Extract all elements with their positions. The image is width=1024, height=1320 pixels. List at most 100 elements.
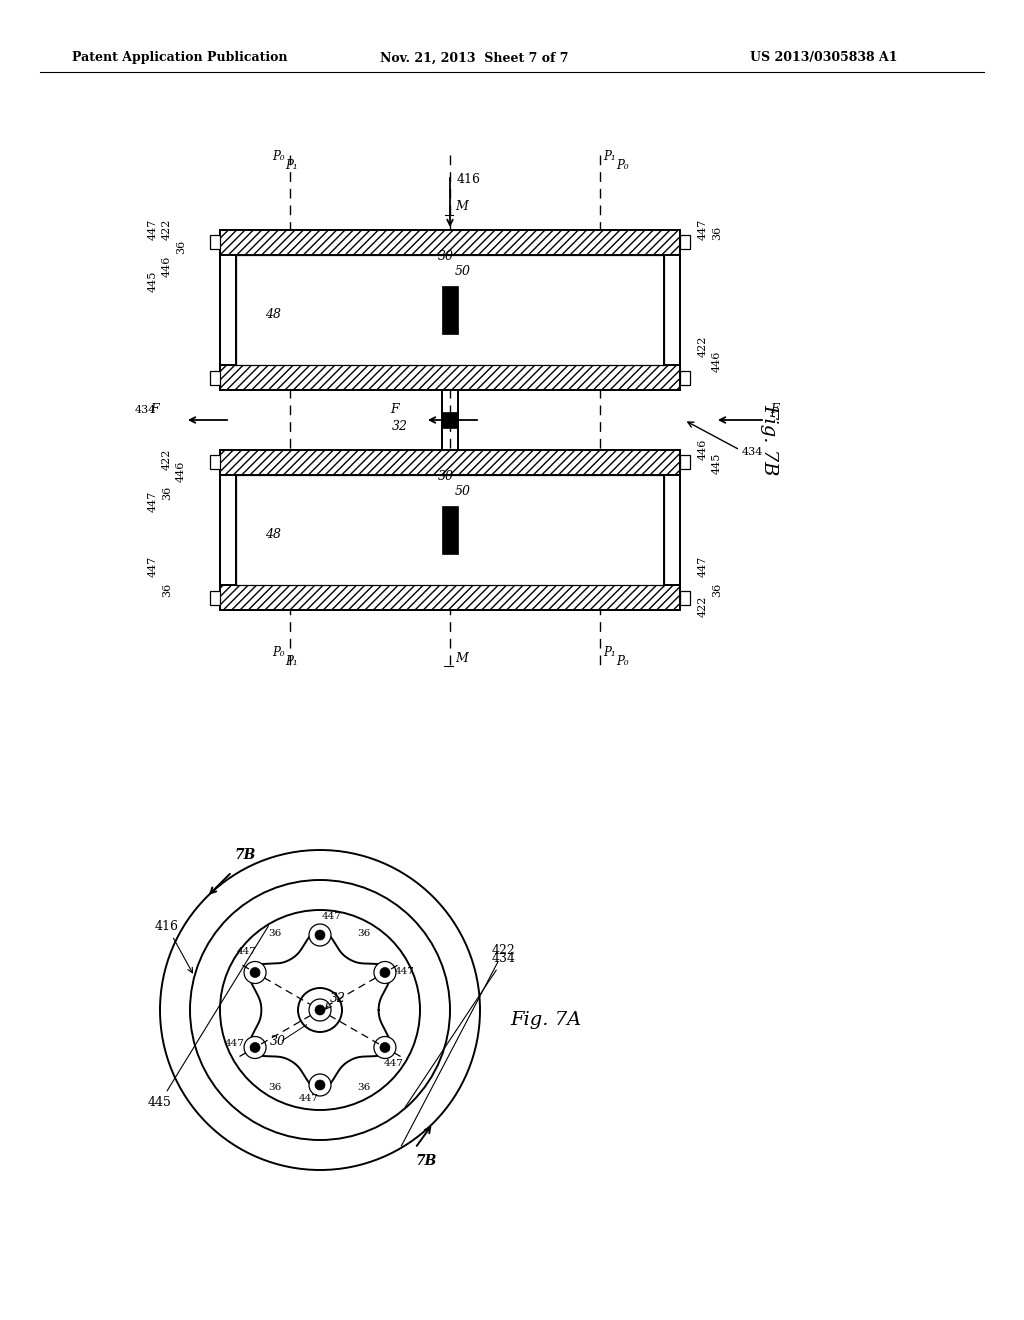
Bar [664,475,680,585]
Bar [220,450,680,475]
Bar [236,255,664,366]
Text: 30: 30 [438,249,454,263]
Circle shape [374,1036,396,1059]
Circle shape [250,1043,260,1052]
Text: 446: 446 [176,461,186,482]
Ellipse shape [190,880,450,1140]
Text: P₁: P₁ [285,158,298,172]
Circle shape [380,968,390,978]
Circle shape [315,1080,325,1090]
Circle shape [298,987,342,1032]
Text: 447: 447 [698,219,708,240]
Circle shape [315,931,325,940]
Text: 447: 447 [698,556,708,577]
Text: 30: 30 [270,1035,286,1048]
Ellipse shape [160,850,480,1170]
Text: 7B: 7B [415,1154,436,1168]
Text: 7B: 7B [234,847,256,862]
Bar [680,591,690,605]
Text: 422: 422 [401,944,516,1146]
Ellipse shape [220,909,420,1110]
Text: 48: 48 [265,308,281,321]
Text: 36: 36 [176,240,186,253]
Text: 447: 447 [299,1094,318,1104]
Bar [210,371,220,385]
Text: 36: 36 [162,582,172,597]
Text: P₁: P₁ [603,645,615,659]
Circle shape [309,999,331,1020]
Text: 422: 422 [162,449,172,470]
Text: 447: 447 [395,968,415,977]
Text: US 2013/0305838 A1: US 2013/0305838 A1 [750,51,897,65]
Text: 422: 422 [162,219,172,240]
Text: 32: 32 [330,993,346,1005]
Text: P₀: P₀ [616,158,629,172]
Text: F: F [390,403,398,416]
Text: 446: 446 [162,256,172,277]
Text: 447: 447 [237,948,256,957]
Bar [210,235,220,249]
Text: 447: 447 [148,219,158,240]
Circle shape [250,968,260,978]
Text: 50: 50 [455,265,471,279]
Circle shape [244,1036,266,1059]
Text: P₀: P₀ [272,645,285,659]
Text: F: F [150,403,159,416]
Circle shape [315,1005,325,1015]
Text: 447: 447 [383,1059,403,1068]
Text: 36: 36 [268,929,282,939]
Text: F: F [770,403,778,416]
Text: 447: 447 [148,491,158,512]
Text: 422: 422 [698,335,708,356]
Text: 434: 434 [135,405,157,414]
Circle shape [309,1074,331,1096]
Bar [442,506,458,554]
Text: 447: 447 [225,1039,245,1048]
Text: 446: 446 [712,351,722,372]
Text: 36: 36 [268,1084,282,1092]
Bar [220,585,680,610]
Text: 32: 32 [392,420,408,433]
Text: P₀: P₀ [272,150,285,162]
Text: 36: 36 [162,486,172,500]
Text: P₁: P₁ [603,150,615,162]
Text: Fig. 7B: Fig. 7B [760,404,778,475]
Text: 36: 36 [357,929,371,939]
Bar [680,371,690,385]
Bar [442,412,458,428]
Text: 446: 446 [698,438,708,459]
Bar [442,286,458,334]
Text: 416: 416 [457,173,481,186]
Bar [220,230,680,255]
Text: Nov. 21, 2013  Sheet 7 of 7: Nov. 21, 2013 Sheet 7 of 7 [380,51,568,65]
Bar [210,455,220,469]
Circle shape [309,924,331,946]
Bar [220,255,236,366]
Text: 434: 434 [406,952,516,1107]
Text: M: M [455,652,468,665]
Text: 48: 48 [265,528,281,541]
Bar [236,475,664,585]
Text: 422: 422 [698,595,708,616]
Bar [680,455,690,469]
Circle shape [380,1043,390,1052]
Text: 36: 36 [712,226,722,240]
Text: M: M [455,201,468,213]
Text: Patent Application Publication: Patent Application Publication [72,51,288,65]
Text: 445: 445 [712,453,722,474]
Text: 445: 445 [148,271,158,292]
Bar [220,366,680,389]
Bar [210,591,220,605]
Text: Fig. 7A: Fig. 7A [510,1011,582,1030]
Text: 447: 447 [322,912,341,920]
Text: 50: 50 [455,484,471,498]
Text: P₁: P₁ [285,655,298,668]
Text: 434: 434 [742,447,763,457]
Text: 30: 30 [438,470,454,483]
Text: P₀: P₀ [616,655,629,668]
Bar [220,475,236,585]
Text: 36: 36 [712,582,722,597]
Text: 416: 416 [155,920,193,973]
Text: 36: 36 [357,1084,371,1092]
Bar [664,255,680,366]
